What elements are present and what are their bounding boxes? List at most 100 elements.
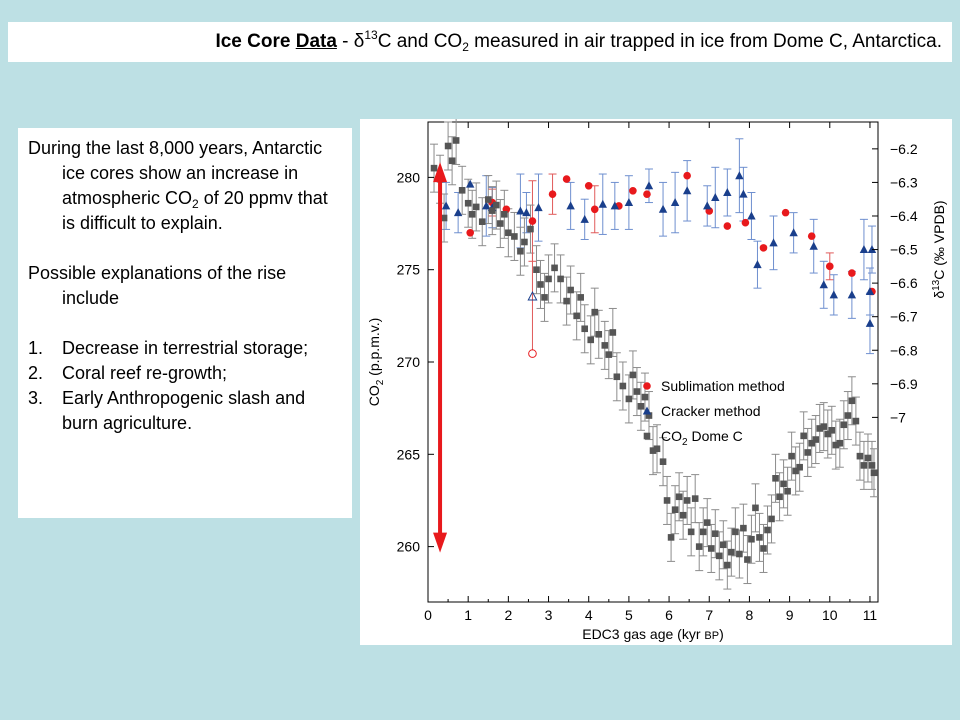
co2-point — [493, 201, 500, 209]
co2-point — [699, 528, 707, 536]
co2-point — [828, 427, 836, 434]
co2-point — [430, 164, 438, 172]
co2-point — [800, 432, 807, 440]
y-right-axis-title: δ13C (‰ VPDB) — [931, 200, 947, 298]
co2-point — [788, 452, 795, 460]
title-link-data[interactable]: Data — [295, 31, 337, 52]
co2-point — [521, 238, 528, 246]
co2-point — [629, 371, 637, 379]
co2-point — [780, 480, 787, 488]
co2-point — [452, 137, 460, 144]
co2-point — [527, 225, 534, 233]
co2-point — [860, 462, 868, 469]
co2-point — [836, 439, 844, 447]
co2-point — [448, 157, 456, 165]
y-right-tick-label: −6.3 — [890, 174, 918, 190]
co2-point — [804, 449, 811, 456]
co2-point — [675, 493, 683, 501]
co2-point — [440, 214, 448, 222]
co2-point — [619, 382, 627, 390]
text-panel: During the last 8,000 years, Antarctic i… — [18, 128, 352, 518]
co2-point — [852, 417, 860, 425]
paragraph-increase: During the last 8,000 years, Antarctic i… — [28, 138, 328, 233]
legend-marker-cracker — [642, 406, 652, 415]
co2-point — [637, 403, 645, 410]
x-tick-label: 1 — [464, 607, 472, 623]
cracker-point — [723, 187, 732, 196]
legend-marker-co2 — [643, 432, 651, 440]
y-right-tick-label: −6.5 — [890, 242, 918, 258]
co2-point — [567, 286, 574, 294]
co2-point — [557, 275, 564, 283]
x-tick-label: 11 — [863, 607, 878, 623]
co2-point — [653, 445, 661, 453]
co2-point — [497, 220, 504, 227]
y-left-tick-label: 265 — [397, 446, 421, 462]
co2-point — [595, 331, 603, 338]
co2-point — [768, 515, 775, 523]
co2-point — [832, 441, 840, 449]
co2-point — [587, 336, 595, 344]
cracker-point — [829, 290, 839, 299]
legend-label-sublimation: Sublimation method — [661, 378, 785, 394]
co2-point — [563, 297, 570, 305]
list-item: 1. Decrease in terrestrial storage; — [28, 338, 309, 358]
sublimation-point — [548, 190, 557, 198]
cracker-point — [624, 198, 634, 207]
co2-point — [625, 395, 633, 403]
cracker-point — [769, 238, 778, 247]
co2-point — [848, 397, 856, 405]
co2-point — [756, 534, 763, 541]
co2-point — [796, 463, 803, 471]
cracker-point — [598, 199, 607, 208]
cracker-point — [865, 318, 875, 327]
x-tick-label: 2 — [504, 607, 512, 623]
co2-point — [840, 421, 848, 429]
ice-core-chart: 0 1 2 3 4 5 6 7 8 9 10 11 EDC3 gas age (kyr BP) 260 26… — [366, 119, 947, 642]
cracker-point — [753, 260, 762, 269]
x-tick-label: 6 — [665, 607, 673, 623]
co2-point — [537, 281, 544, 288]
sublimation-point — [466, 228, 474, 237]
co2-point — [870, 469, 878, 477]
sublimation-point — [528, 217, 537, 225]
co2-point — [816, 425, 824, 432]
co2-point — [591, 308, 599, 316]
y-left-tick-label: 275 — [397, 262, 421, 278]
co2-point — [663, 497, 671, 504]
co2-point — [533, 266, 540, 273]
x-tick-label: 0 — [424, 607, 432, 623]
co2-point — [760, 545, 767, 552]
co2-point — [687, 528, 695, 536]
co2-point — [501, 211, 508, 218]
sublimation-point — [759, 244, 768, 252]
co2-point — [484, 196, 492, 203]
cracker-point — [580, 214, 589, 223]
sublimation-point — [723, 222, 732, 230]
co2-point — [808, 439, 816, 447]
error-bars — [430, 119, 878, 590]
y-right-tick-label: −6.6 — [890, 275, 918, 291]
x-tick-label: 7 — [705, 607, 713, 623]
cracker-point — [867, 245, 877, 254]
chart-panel: 0 1 2 3 4 5 6 7 8 9 10 11 EDC3 gas age (kyr BP) 260 26… — [360, 119, 952, 645]
x-tick-label: 9 — [786, 607, 794, 623]
co2-point — [695, 543, 703, 550]
arrow-head-up — [433, 162, 448, 183]
co2-point — [715, 552, 723, 560]
y-right-tick-label: −6.9 — [890, 376, 918, 392]
cracker-point — [527, 290, 538, 301]
data-marks — [430, 137, 878, 569]
cracker-point — [819, 280, 828, 289]
co2-point — [752, 504, 759, 512]
cracker-point — [847, 290, 857, 299]
co2-point — [641, 393, 649, 401]
co2-point — [613, 373, 621, 381]
co2-point — [732, 528, 739, 536]
sublimation-point — [848, 269, 856, 277]
co2-point — [720, 541, 727, 549]
legend-label-co2: CO2 Dome C — [661, 428, 743, 448]
x-tick-label: 3 — [545, 607, 553, 623]
list-item: 2. Coral reef re-growth; — [28, 363, 228, 383]
co2-point — [511, 233, 518, 240]
